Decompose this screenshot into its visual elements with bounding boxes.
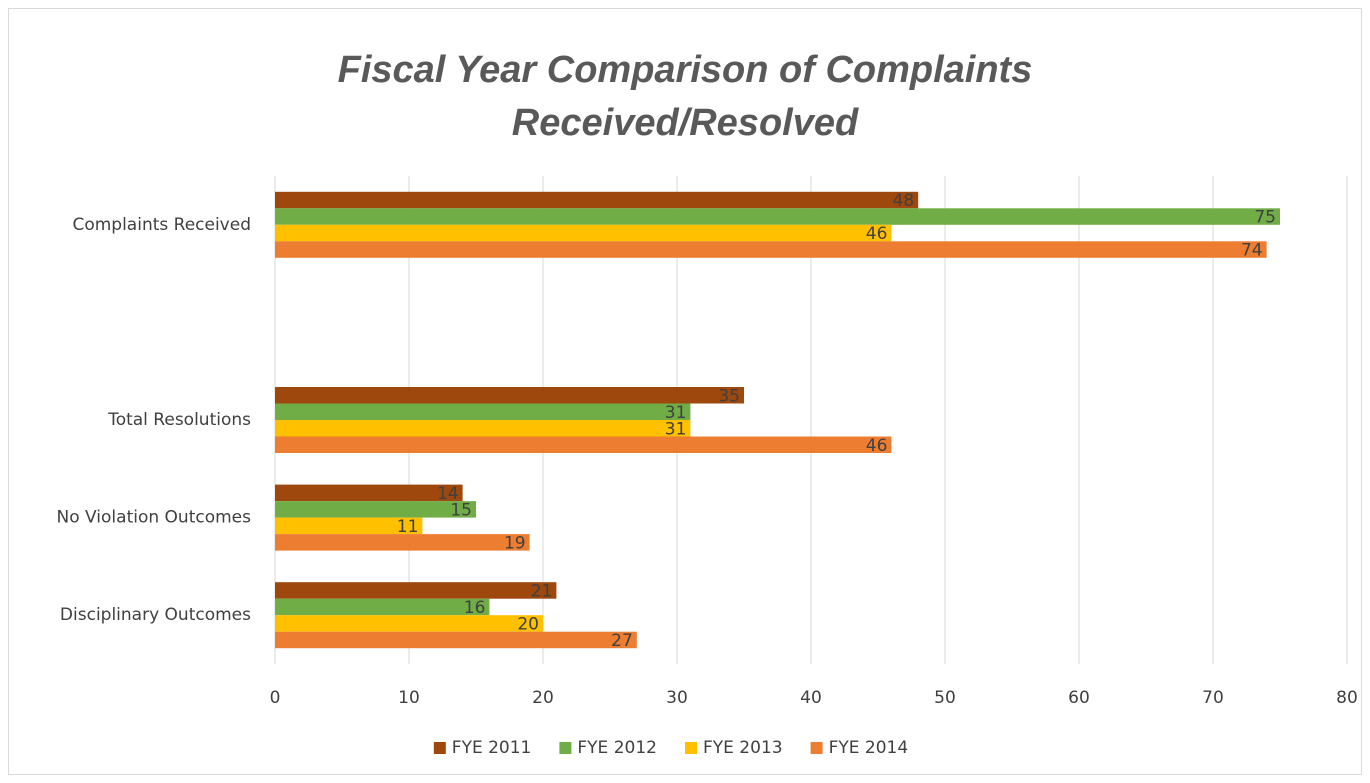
bar bbox=[275, 501, 476, 518]
x-tick-label: 40 bbox=[800, 688, 822, 708]
legend-label: FYE 2012 bbox=[577, 738, 657, 758]
x-tick-label: 80 bbox=[1336, 688, 1358, 708]
x-tick-label: 30 bbox=[666, 688, 688, 708]
legend-swatch bbox=[685, 742, 697, 754]
bar bbox=[275, 224, 892, 242]
bar bbox=[275, 191, 919, 209]
data-label: 15 bbox=[450, 500, 472, 520]
data-label: 20 bbox=[517, 614, 539, 634]
data-label: 14 bbox=[437, 484, 459, 504]
bar bbox=[275, 241, 1267, 258]
legend-swatch bbox=[433, 742, 446, 754]
y-tick-label: Total Resolutions bbox=[107, 410, 251, 430]
bar bbox=[275, 582, 557, 599]
bar bbox=[275, 631, 637, 649]
data-label: 31 bbox=[665, 403, 687, 423]
y-tick-label: Disciplinary Outcomes bbox=[60, 605, 251, 625]
data-label: 16 bbox=[464, 598, 486, 618]
x-tick-label: 50 bbox=[934, 688, 956, 708]
bar bbox=[275, 484, 463, 502]
bar bbox=[275, 403, 691, 420]
data-label: 21 bbox=[531, 581, 553, 601]
bar bbox=[275, 517, 423, 535]
chart-title: Fiscal Year Comparison of Complaints Rec… bbox=[337, 49, 1033, 144]
x-tick-label: 70 bbox=[1202, 688, 1224, 708]
bar bbox=[275, 534, 530, 551]
bar bbox=[275, 208, 1280, 225]
data-label: 75 bbox=[1254, 208, 1276, 228]
data-label: 31 bbox=[665, 419, 687, 439]
legend-label: FYE 2013 bbox=[703, 738, 783, 758]
y-tick-label: Complaints Received bbox=[72, 215, 251, 235]
data-label: 11 bbox=[397, 517, 419, 537]
y-tick-label: No Violation Outcomes bbox=[57, 508, 252, 528]
x-tick-label: 0 bbox=[270, 688, 281, 708]
bar bbox=[275, 436, 892, 453]
data-label: 27 bbox=[611, 631, 633, 651]
x-tick-label: 20 bbox=[532, 688, 554, 708]
data-label: 48 bbox=[893, 191, 915, 211]
bar bbox=[275, 598, 490, 616]
legend-swatch bbox=[559, 742, 572, 754]
bar bbox=[275, 420, 691, 437]
bar bbox=[275, 387, 744, 404]
data-label: 74 bbox=[1241, 241, 1263, 261]
x-tick-label: 60 bbox=[1068, 688, 1090, 708]
x-tick-label: 10 bbox=[398, 688, 420, 708]
legend-swatch bbox=[810, 742, 823, 754]
data-label: 46 bbox=[866, 224, 888, 244]
data-label: 19 bbox=[504, 533, 526, 553]
legend-label: FYE 2011 bbox=[452, 738, 532, 758]
data-label: 35 bbox=[718, 386, 740, 406]
data-label: 46 bbox=[866, 436, 888, 456]
legend-label: FYE 2014 bbox=[829, 738, 909, 758]
bar bbox=[275, 615, 543, 632]
